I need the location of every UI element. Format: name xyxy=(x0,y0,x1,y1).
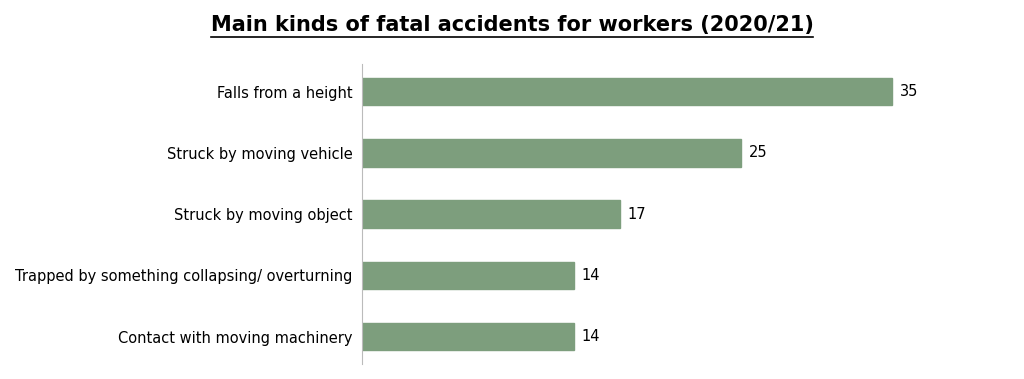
Bar xyxy=(362,200,620,228)
Text: 14: 14 xyxy=(582,268,600,283)
Bar xyxy=(362,323,574,350)
Bar xyxy=(362,262,574,289)
Text: 35: 35 xyxy=(900,84,919,99)
Bar xyxy=(362,139,740,167)
Text: 17: 17 xyxy=(627,207,646,222)
Bar xyxy=(362,78,892,105)
Text: 14: 14 xyxy=(582,329,600,344)
Text: Main kinds of fatal accidents for workers (2020/21): Main kinds of fatal accidents for worker… xyxy=(211,15,813,35)
Text: 25: 25 xyxy=(749,146,767,160)
